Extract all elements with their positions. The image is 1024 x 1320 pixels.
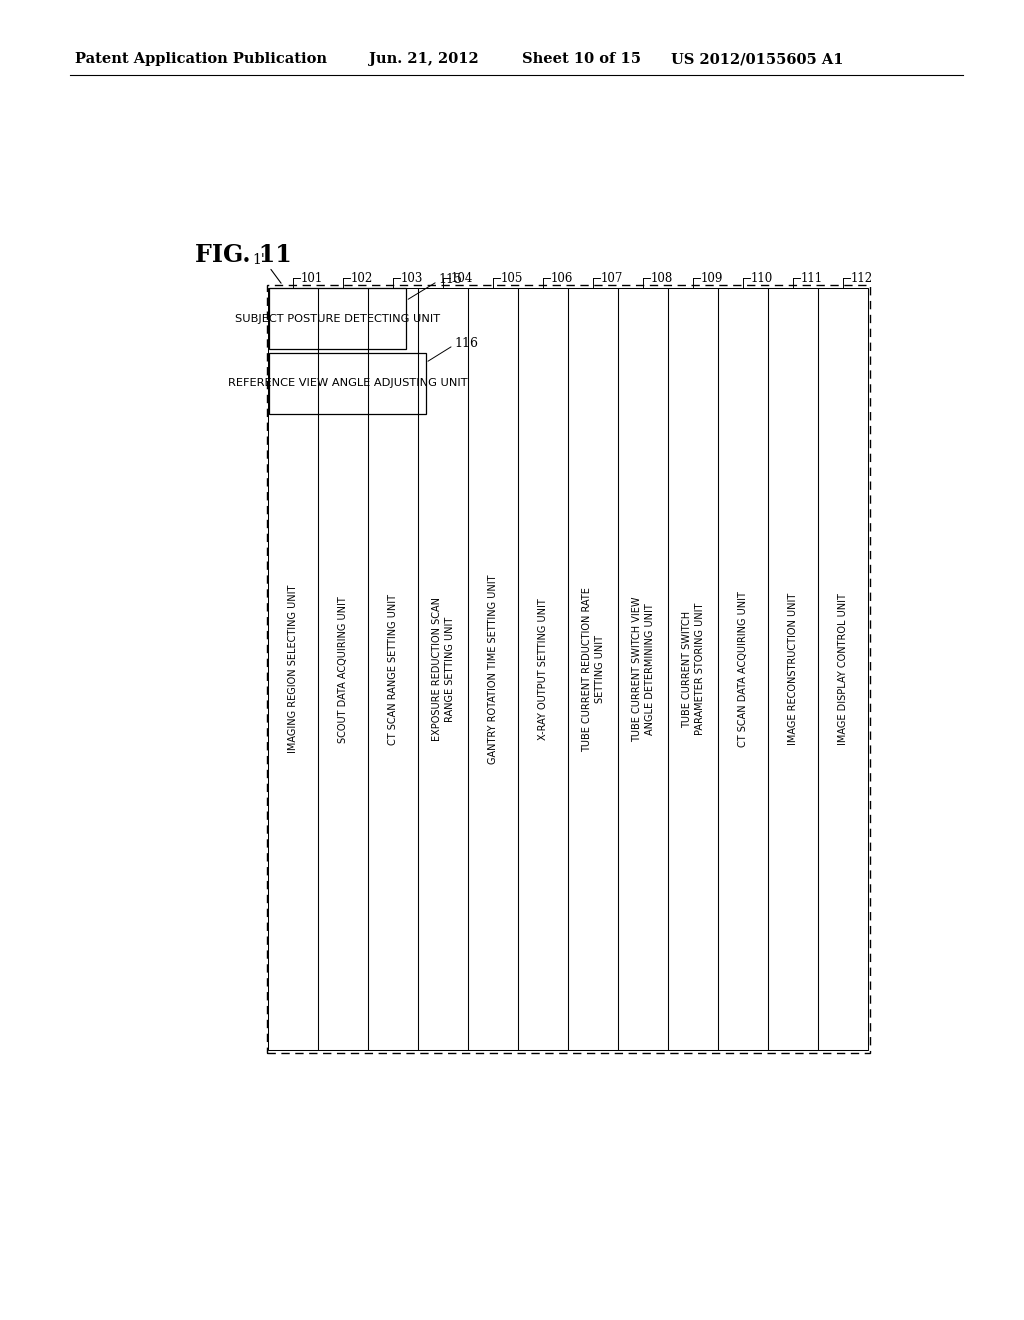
Text: 103: 103 xyxy=(400,272,423,285)
Text: Patent Application Publication: Patent Application Publication xyxy=(75,53,327,66)
Bar xyxy=(369,289,419,1049)
Text: CT SCAN RANGE SETTING UNIT: CT SCAN RANGE SETTING UNIT xyxy=(388,594,398,744)
Text: 104: 104 xyxy=(451,272,473,285)
Text: IMAGE RECONSTRUCTION UNIT: IMAGE RECONSTRUCTION UNIT xyxy=(788,593,799,746)
Bar xyxy=(419,289,468,1049)
Bar xyxy=(318,289,369,1049)
Text: SUBJECT POSTURE DETECTING UNIT: SUBJECT POSTURE DETECTING UNIT xyxy=(234,314,440,323)
Text: TUBE CURRENT SWITCH
PARAMETER STORING UNIT: TUBE CURRENT SWITCH PARAMETER STORING UN… xyxy=(682,603,705,735)
Bar xyxy=(268,289,318,1049)
Text: 112: 112 xyxy=(851,272,872,285)
Bar xyxy=(468,289,518,1049)
Text: Sheet 10 of 15: Sheet 10 of 15 xyxy=(522,53,641,66)
Text: TUBE CURRENT REDUCTION RATE
SETTING UNIT: TUBE CURRENT REDUCTION RATE SETTING UNIT xyxy=(583,586,604,751)
Text: SCOUT DATA ACQUIRING UNIT: SCOUT DATA ACQUIRING UNIT xyxy=(339,595,348,743)
Text: IMAGE DISPLAY CONTROL UNIT: IMAGE DISPLAY CONTROL UNIT xyxy=(839,593,849,744)
Text: US 2012/0155605 A1: US 2012/0155605 A1 xyxy=(671,53,843,66)
Bar xyxy=(618,289,669,1049)
Text: GANTRY ROTATION TIME SETTING UNIT: GANTRY ROTATION TIME SETTING UNIT xyxy=(488,574,499,764)
Text: EXPOSURE REDUCTION SCAN
RANGE SETTING UNIT: EXPOSURE REDUCTION SCAN RANGE SETTING UN… xyxy=(432,597,455,741)
Bar xyxy=(669,289,719,1049)
Text: X-RAY OUTPUT SETTING UNIT: X-RAY OUTPUT SETTING UNIT xyxy=(539,598,549,741)
Text: 110: 110 xyxy=(751,272,773,285)
Text: IMAGING REGION SELECTING UNIT: IMAGING REGION SELECTING UNIT xyxy=(289,585,298,754)
Text: 111: 111 xyxy=(801,272,822,285)
Text: 109: 109 xyxy=(700,272,723,285)
Text: CT SCAN DATA ACQUIRING UNIT: CT SCAN DATA ACQUIRING UNIT xyxy=(738,591,749,747)
Text: FIG. 11: FIG. 11 xyxy=(196,243,292,267)
Text: 1': 1' xyxy=(253,253,265,267)
Text: 105: 105 xyxy=(501,272,523,285)
Text: TUBE CURRENT SWITCH VIEW
ANGLE DETERMINING UNIT: TUBE CURRENT SWITCH VIEW ANGLE DETERMINI… xyxy=(632,597,654,742)
Text: 102: 102 xyxy=(350,272,373,285)
Bar xyxy=(518,289,568,1049)
Bar xyxy=(269,352,426,413)
Text: 107: 107 xyxy=(601,272,623,285)
Text: REFERENCE VIEW ANGLE ADJUSTING UNIT: REFERENCE VIEW ANGLE ADJUSTING UNIT xyxy=(227,378,467,388)
Bar xyxy=(768,289,818,1049)
Bar xyxy=(269,289,406,350)
Text: 101: 101 xyxy=(301,272,323,285)
Bar xyxy=(267,285,870,1053)
Bar xyxy=(568,289,618,1049)
Text: 108: 108 xyxy=(650,272,673,285)
Bar xyxy=(818,289,868,1049)
Bar xyxy=(719,289,768,1049)
Text: 116: 116 xyxy=(455,337,478,350)
Text: 115: 115 xyxy=(438,273,462,286)
Text: Jun. 21, 2012: Jun. 21, 2012 xyxy=(369,53,478,66)
Text: 106: 106 xyxy=(551,272,573,285)
